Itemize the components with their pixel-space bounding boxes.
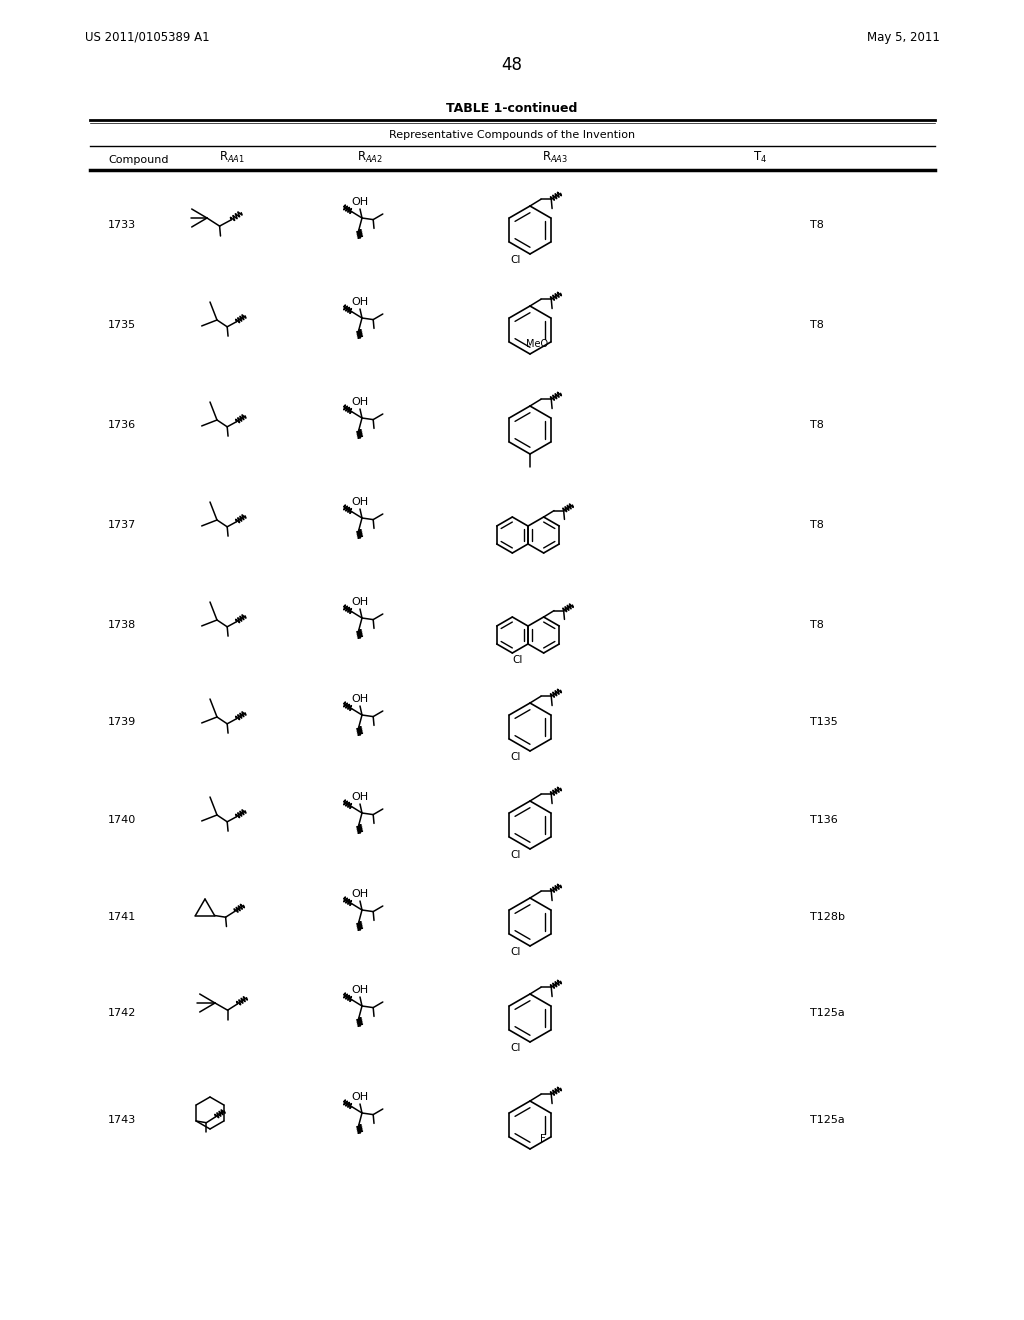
Text: OH: OH bbox=[351, 888, 369, 899]
Text: TABLE 1-continued: TABLE 1-continued bbox=[446, 102, 578, 115]
Text: Cl: Cl bbox=[511, 850, 521, 861]
Text: T135: T135 bbox=[810, 717, 838, 727]
Text: Cl: Cl bbox=[511, 255, 521, 265]
Text: T8: T8 bbox=[810, 520, 824, 531]
Text: $\mathregular{R}_{AA2}$: $\mathregular{R}_{AA2}$ bbox=[357, 149, 383, 165]
Text: T8: T8 bbox=[810, 620, 824, 630]
Text: 1741: 1741 bbox=[108, 912, 136, 921]
Text: T128b: T128b bbox=[810, 912, 845, 921]
Text: Cl: Cl bbox=[511, 1043, 521, 1053]
Text: OH: OH bbox=[351, 985, 369, 995]
Text: T136: T136 bbox=[810, 814, 838, 825]
Text: F: F bbox=[540, 1134, 546, 1144]
Text: T125a: T125a bbox=[810, 1008, 845, 1018]
Text: 1736: 1736 bbox=[108, 420, 136, 430]
Text: 1742: 1742 bbox=[108, 1008, 136, 1018]
Text: T8: T8 bbox=[810, 420, 824, 430]
Text: 1740: 1740 bbox=[108, 814, 136, 825]
Text: Cl: Cl bbox=[511, 946, 521, 957]
Text: 1743: 1743 bbox=[108, 1115, 136, 1125]
Text: $\mathregular{T}_4$: $\mathregular{T}_4$ bbox=[753, 149, 767, 165]
Text: Cl: Cl bbox=[512, 655, 522, 665]
Text: OH: OH bbox=[351, 1092, 369, 1102]
Text: Compound: Compound bbox=[108, 154, 169, 165]
Text: T125a: T125a bbox=[810, 1115, 845, 1125]
Text: 1735: 1735 bbox=[108, 319, 136, 330]
Text: OH: OH bbox=[351, 597, 369, 607]
Text: 1737: 1737 bbox=[108, 520, 136, 531]
Text: May 5, 2011: May 5, 2011 bbox=[867, 30, 940, 44]
Text: US 2011/0105389 A1: US 2011/0105389 A1 bbox=[85, 30, 210, 44]
Text: OH: OH bbox=[351, 197, 369, 207]
Text: T8: T8 bbox=[810, 319, 824, 330]
Text: 1733: 1733 bbox=[108, 220, 136, 230]
Text: MeO: MeO bbox=[525, 339, 548, 348]
Text: 1739: 1739 bbox=[108, 717, 136, 727]
Text: OH: OH bbox=[351, 498, 369, 507]
Text: 1738: 1738 bbox=[108, 620, 136, 630]
Text: OH: OH bbox=[351, 397, 369, 407]
Text: T8: T8 bbox=[810, 220, 824, 230]
Text: $\mathregular{R}_{AA1}$: $\mathregular{R}_{AA1}$ bbox=[219, 149, 245, 165]
Text: $\mathregular{R}_{AA3}$: $\mathregular{R}_{AA3}$ bbox=[542, 149, 568, 165]
Text: OH: OH bbox=[351, 297, 369, 308]
Text: OH: OH bbox=[351, 792, 369, 803]
Text: Representative Compounds of the Invention: Representative Compounds of the Inventio… bbox=[389, 129, 635, 140]
Text: OH: OH bbox=[351, 694, 369, 704]
Text: 48: 48 bbox=[502, 55, 522, 74]
Text: Cl: Cl bbox=[511, 752, 521, 762]
